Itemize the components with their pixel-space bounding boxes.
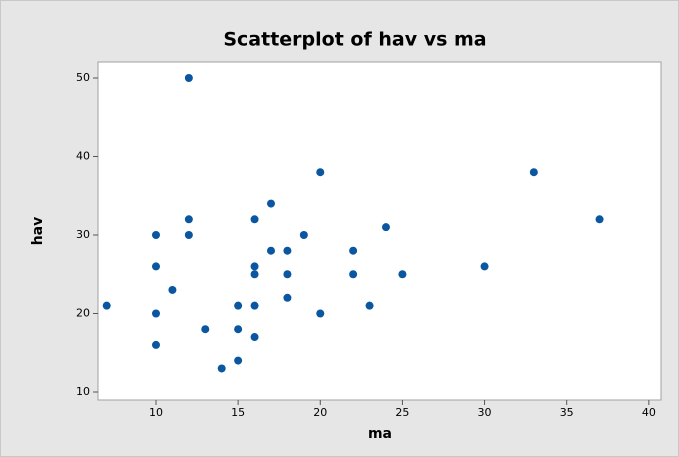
plot-area	[97, 61, 662, 401]
point	[234, 325, 243, 334]
y-tick-label: 20	[76, 306, 90, 319]
x-tick-label: 30	[478, 406, 492, 419]
x-tick-label: 15	[231, 406, 245, 419]
point	[184, 231, 193, 240]
point	[184, 215, 193, 224]
point	[151, 231, 160, 240]
point	[316, 168, 325, 177]
point	[250, 270, 259, 279]
point	[201, 325, 210, 334]
point	[529, 168, 538, 177]
point	[250, 333, 259, 342]
point	[151, 262, 160, 271]
point	[316, 309, 325, 318]
point	[266, 199, 275, 208]
point	[102, 301, 111, 310]
point	[151, 309, 160, 318]
point	[234, 301, 243, 310]
x-tick-label: 40	[642, 406, 656, 419]
chart-title: Scatterplot of hav vs ma	[223, 29, 486, 51]
point	[349, 270, 358, 279]
x-axis-label: ma	[368, 426, 392, 442]
point	[283, 293, 292, 302]
x-tick-label: 25	[395, 406, 409, 419]
point	[381, 223, 390, 232]
point	[151, 340, 160, 349]
point	[595, 215, 604, 224]
point	[365, 301, 374, 310]
point	[349, 246, 358, 255]
point	[217, 364, 226, 373]
point	[250, 301, 259, 310]
point	[283, 246, 292, 255]
y-tick-label: 50	[76, 71, 90, 84]
point	[283, 270, 292, 279]
y-tick-label: 30	[76, 228, 90, 241]
y-tick-label: 40	[76, 150, 90, 163]
point	[250, 262, 259, 271]
point	[398, 270, 407, 279]
point	[168, 285, 177, 294]
point	[480, 262, 489, 271]
x-tick-label: 35	[560, 406, 574, 419]
y-axis-label: hav	[30, 217, 46, 246]
point	[184, 74, 193, 83]
x-tick-label: 10	[149, 406, 163, 419]
point	[234, 356, 243, 365]
x-tick-label: 20	[313, 406, 327, 419]
point	[266, 246, 275, 255]
y-tick-label: 10	[76, 385, 90, 398]
point	[250, 215, 259, 224]
point	[299, 231, 308, 240]
